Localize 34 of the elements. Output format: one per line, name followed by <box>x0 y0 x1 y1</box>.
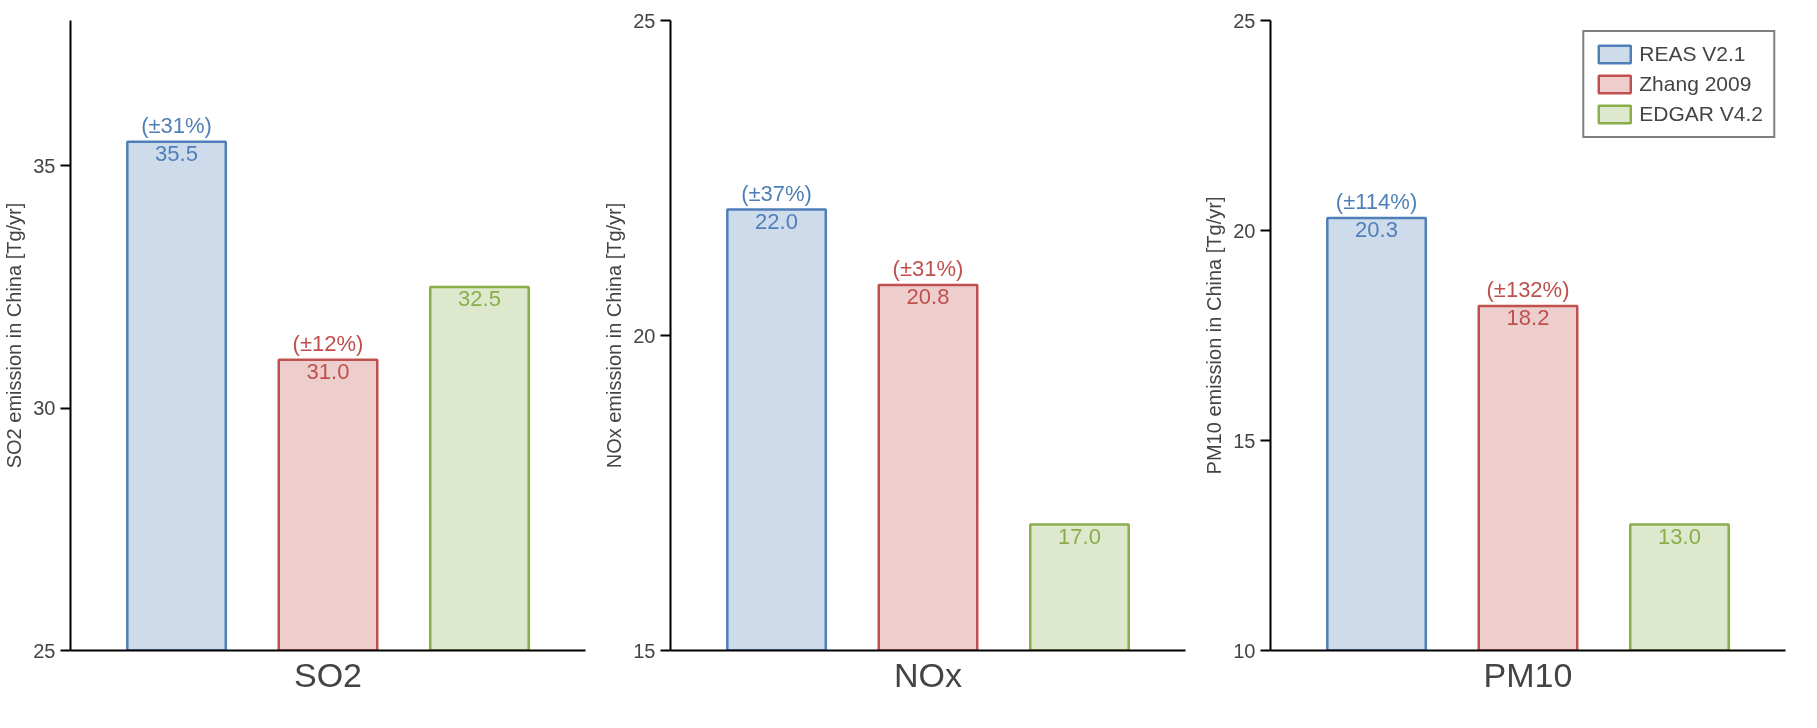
x-axis-title: NOx <box>894 655 962 694</box>
data-label: 20.3 <box>1355 216 1398 242</box>
data-label: 35.5 <box>155 140 198 166</box>
data-label: 31.0 <box>306 358 350 384</box>
annotation: (±31%) <box>892 256 964 282</box>
y-tick-label: 15 <box>1233 429 1256 452</box>
legend-label: EDGAR V4.2 <box>1639 102 1763 126</box>
data-label: 20.8 <box>906 284 950 310</box>
annotation: (±31%) <box>141 112 212 138</box>
data-label: 22.0 <box>755 208 798 234</box>
annotation: (±37%) <box>741 180 812 206</box>
data-label: 17.0 <box>1058 523 1101 549</box>
y-tick-label: 15 <box>633 639 656 662</box>
y-tick-label: 35 <box>33 154 56 177</box>
y-tick-label: 20 <box>1233 219 1256 242</box>
y-tick-label: 25 <box>33 639 56 662</box>
y-axis-title: PM10 emission in China [Tg/yr] <box>1203 196 1226 475</box>
data-label: 18.2 <box>1506 305 1550 331</box>
y-axis-title: SO2 emission in China [Tg/yr] <box>3 202 26 469</box>
annotation: (±12%) <box>292 330 364 356</box>
y-axis-title: NOx emission in China [Tg/yr] <box>603 202 626 469</box>
y-tick-label: 25 <box>633 9 656 32</box>
data-label: 13.0 <box>1658 523 1701 549</box>
x-axis-title: PM10 <box>1483 655 1573 694</box>
y-tick-label: 30 <box>33 397 56 420</box>
data-label: 32.5 <box>458 286 501 312</box>
annotation: (±114%) <box>1335 188 1418 214</box>
y-tick-label: 10 <box>1233 639 1256 662</box>
legend-label: REAS V2.1 <box>1639 42 1746 66</box>
legend-label: Zhang 2009 <box>1639 72 1752 96</box>
annotation: (±132%) <box>1486 277 1570 303</box>
y-tick-label: 20 <box>633 324 656 347</box>
y-tick-label: 25 <box>1233 9 1256 32</box>
x-axis-title: SO2 <box>293 655 363 694</box>
